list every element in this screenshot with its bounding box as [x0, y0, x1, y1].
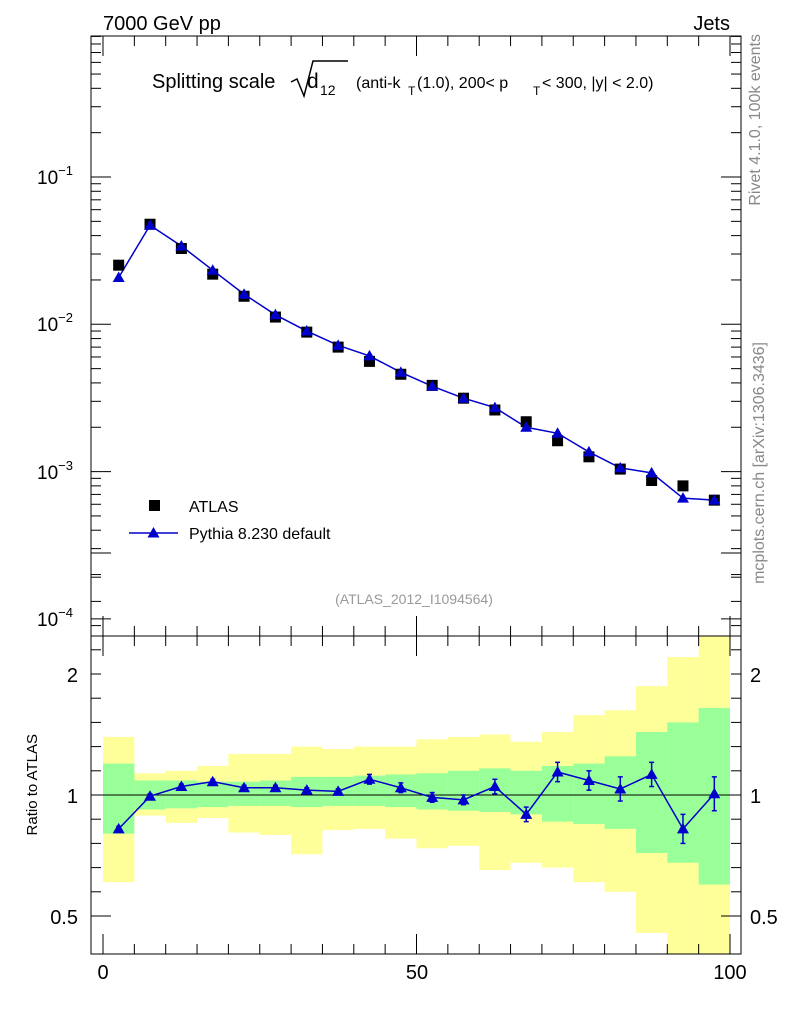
pythia-point [144, 219, 157, 230]
ratio-point [488, 780, 501, 792]
ratio-point [300, 784, 313, 795]
ratio-point [332, 785, 345, 796]
ratio-point [363, 773, 376, 784]
title-a1: (anti-k [356, 75, 401, 92]
ratio-point [426, 791, 439, 802]
x-tick-label-0: 0 [97, 962, 108, 984]
y-tick-label-1e-4: 10−4 [37, 605, 73, 631]
ratio-point [551, 766, 564, 777]
pythia-point [520, 421, 533, 432]
legend-atlas-label: ATLAS [189, 499, 239, 516]
ratio-y-tick-left-2: 2 [67, 665, 78, 687]
pythia-point [676, 492, 689, 503]
ratio-stat-uncertainty-band [416, 773, 448, 810]
ratio-point [582, 774, 595, 785]
legend-pythia-label: Pythia 8.230 default [189, 526, 331, 543]
y-tick-label-1e-2: 10−2 [37, 310, 73, 336]
header-energy-label: 7000 GeV pp [103, 13, 221, 35]
plot-title: Splitting scale d 12 (anti-k T (1.0), 20… [152, 60, 654, 99]
x-tick-label-50: 50 [406, 962, 428, 984]
title-a2: (1.0), 200< p [417, 75, 508, 92]
pythia-point [551, 427, 564, 438]
pythia-point [488, 401, 501, 413]
ratio-point [175, 780, 188, 792]
y-tick-label-1e-3: 10−3 [37, 458, 73, 484]
legend: ATLAS Pythia 8.230 default [129, 499, 331, 543]
title-d: d [307, 70, 319, 93]
pythia-point [112, 271, 125, 282]
title-d-sub: 12 [320, 82, 336, 98]
pythia-point [238, 288, 251, 299]
ratio-point [238, 781, 251, 793]
ratio-stat-uncertainty-band [103, 763, 135, 834]
pythia-point [614, 461, 627, 473]
pythia-point [269, 308, 282, 320]
ratio-point [520, 808, 533, 819]
ratio-point [614, 782, 627, 794]
ratio-y-tick-right-1: 1 [750, 786, 761, 808]
ratio-y-tick-right-0.5: 0.5 [750, 907, 778, 929]
main-axis-ticks [91, 35, 741, 636]
title-a3: < 300, |y| < 2.0) [542, 75, 654, 92]
pythia-point [426, 380, 439, 391]
legend-pythia-marker [147, 527, 160, 538]
ratio-point [112, 822, 125, 834]
ratio-line [118, 771, 715, 831]
title-prefix: Splitting scale [152, 71, 275, 93]
legend-atlas-marker [149, 500, 160, 511]
x-tick-label-100: 100 [713, 962, 746, 984]
pythia-point [332, 339, 345, 350]
ratio-y-tick-right-2: 2 [750, 665, 761, 687]
main-plot-frame [90, 35, 742, 637]
atlas-point [552, 435, 564, 447]
atlas-point [646, 475, 658, 487]
main-y-tick-labels: 10−1 10−2 10−3 10−4 [37, 163, 73, 631]
pythia-point [175, 240, 188, 251]
pythia-point [363, 349, 376, 361]
pythia-point [708, 494, 721, 505]
ratio-point [645, 768, 658, 779]
title-a1-sub: T [408, 84, 416, 98]
title-sqrt-sign [290, 60, 348, 99]
pythia-point [582, 445, 595, 457]
ratio-point [708, 787, 721, 799]
ratio-y-tick-left-0.5: 0.5 [50, 907, 78, 929]
y-tick-label-1e-1: 10−1 [37, 163, 73, 189]
ratio-point [144, 790, 157, 801]
ratio-point [206, 775, 219, 787]
header-jets-label: Jets [693, 13, 730, 35]
ratio-point [457, 793, 470, 805]
ratio-y-tick-left-1: 1 [67, 786, 78, 808]
title-a2-sub: T [533, 84, 541, 98]
ratio-axis-ticks [91, 552, 741, 954]
pythia-point [645, 466, 658, 478]
ratio-y-axis-label: Ratio to ATLAS [24, 734, 41, 835]
svg-text:Splitting scale: Splitting scale [152, 71, 275, 93]
analysis-id-label: (ATLAS_2012_I1094564) [335, 591, 493, 607]
pythia-point [394, 366, 407, 377]
pythia-point [457, 392, 470, 403]
ratio-y-tick-labels: 2 1 0.5 2 1 0.5 [50, 665, 778, 929]
atlas-point [583, 451, 595, 463]
atlas-point [677, 480, 689, 492]
ratio-point [269, 781, 282, 793]
ratio-point [676, 822, 689, 834]
ratio-point [394, 781, 407, 793]
atlas-point [113, 259, 125, 271]
pythia-point [300, 325, 313, 336]
atlas-point [363, 355, 375, 367]
mcplots-reference-label: mcplots.cern.ch [arXiv:1306.3436] [751, 342, 768, 584]
pythia-point [206, 264, 219, 275]
rivet-version-label: Rivet 4.1.0, 100k events [747, 34, 764, 206]
x-tick-labels: 0 50 100 [97, 962, 746, 984]
pythia-line [118, 224, 715, 501]
